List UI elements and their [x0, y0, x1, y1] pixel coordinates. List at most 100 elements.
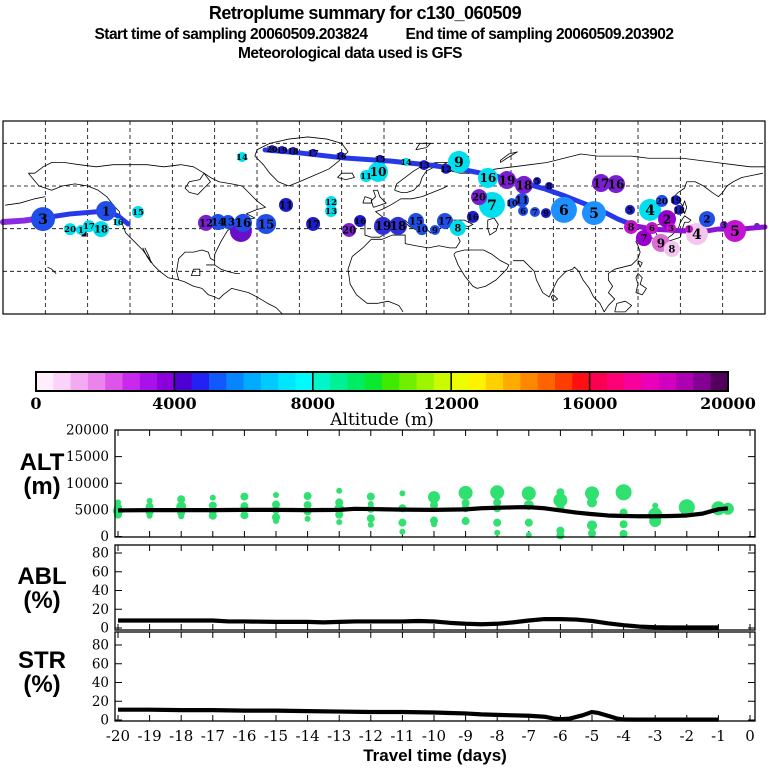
coastline [500, 151, 518, 163]
map-border [2, 120, 766, 315]
plume-cluster-circle [540, 208, 551, 219]
colorbar-cell [416, 372, 435, 391]
altitude-cluster-dot [366, 492, 375, 501]
plume-cluster-label: 4 [692, 227, 702, 243]
plume-cluster-label: 11 [515, 196, 529, 207]
plume-cluster-label: 6 [520, 207, 526, 217]
coastline [487, 217, 499, 236]
plume-cluster-circle [325, 195, 338, 208]
plume-cluster-circle [606, 175, 625, 194]
x-axis-tick-label: -8 [490, 727, 505, 745]
altitude-cluster-dot [619, 520, 628, 529]
y-tick-label: 5000 [75, 502, 109, 518]
plume-cluster-circle [342, 222, 357, 237]
coastline [362, 196, 372, 204]
plume-cluster-label: 12 [325, 198, 337, 208]
plume-cluster-label: 5 [534, 176, 540, 186]
mean-series-line [117, 505, 729, 519]
panel-border [114, 429, 756, 538]
x-axis-tick-label: -13 [327, 727, 351, 745]
altitude-cluster-dot [430, 501, 438, 510]
altitude-cluster-dot [619, 529, 628, 538]
plume-cluster-label: 9 [657, 236, 665, 250]
coastline [142, 247, 152, 264]
coastline [337, 172, 355, 180]
panel-border [114, 544, 756, 631]
plume-cluster-circle [288, 147, 297, 156]
colorbar-tick-label: 16000 [562, 394, 618, 413]
plume-cluster-circle [31, 207, 56, 232]
plume-cluster-circle [93, 221, 110, 238]
plume-cluster-circle [306, 216, 321, 231]
altitude-cluster-dot [114, 510, 122, 519]
altitude-cluster-dot [494, 529, 501, 536]
plume-cluster-circle [674, 204, 685, 215]
plume-cluster-circle [449, 220, 466, 237]
plume-cluster-circle [753, 222, 760, 229]
plume-cluster-label: 19 [499, 173, 516, 187]
coastline [513, 172, 763, 313]
altitude-cluster-dot [208, 511, 217, 520]
plume-cluster-circle [533, 177, 542, 186]
plume-cluster-circle [373, 216, 392, 235]
colorbar-cell [676, 372, 694, 391]
plume-cluster-label: 14 [236, 153, 248, 163]
plume-cluster-label: 12 [199, 219, 213, 230]
altitude-cluster-dot [588, 529, 596, 538]
coastline [347, 239, 404, 313]
panel-unit-label: (%) [23, 587, 60, 614]
x-axis-tick-label: -19 [138, 727, 162, 745]
plume-cluster-circle [466, 210, 479, 223]
altitude-cluster-dot [652, 502, 659, 509]
plume-cluster-circle [723, 220, 746, 243]
plume-cluster-circle [441, 163, 452, 174]
colorbar-cell [606, 372, 625, 391]
y-tick-label: 0 [100, 621, 109, 637]
x-axis-tick-label: -12 [359, 727, 383, 745]
plume-cluster-circle [415, 223, 428, 236]
start-time-text: Start time of sampling 20060509.203824 [94, 26, 368, 43]
plume-cluster-label: 16 [235, 216, 252, 230]
plume-cluster-circle [419, 160, 430, 171]
colorbar-cell [157, 372, 175, 391]
colorbar-cell [710, 372, 729, 391]
altitude-cluster-dot [399, 490, 406, 497]
plume-cluster-circle [234, 213, 253, 232]
colorbar-cell [624, 372, 642, 391]
altitude-cluster-dot [208, 501, 217, 510]
plume-cluster-label: 18 [390, 219, 407, 233]
plume-cluster-label: 17 [306, 220, 320, 231]
altitude-cluster-dot [493, 518, 502, 527]
altitude-cluster-dot [146, 497, 153, 504]
colorbar-cell [451, 372, 469, 391]
colorbar-tick-label: 12000 [423, 394, 479, 413]
plume-cluster-label: 15 [374, 154, 385, 164]
colorbar-border [35, 371, 729, 392]
y-tick-label: 10000 [66, 476, 109, 492]
plume-cluster-label: 20 [656, 197, 668, 207]
plume-cluster-label: 3 [668, 224, 674, 234]
panel-str: 0 20 40 60 80 STR(%) [18, 631, 756, 729]
plume-cluster-circle [655, 194, 668, 207]
plume-cluster-circle [82, 220, 95, 233]
plume-cluster-circle [132, 206, 145, 219]
colorbar-cell [330, 372, 348, 391]
plume-cluster-circle [430, 224, 441, 235]
altitude-cluster-dot [273, 518, 279, 525]
x-axis-tick-label: -20 [106, 727, 130, 745]
coastline [635, 273, 647, 296]
coastline [434, 153, 766, 174]
colorbar-tick-label: 4000 [152, 394, 197, 413]
panel-unit-label: (%) [23, 671, 60, 698]
plume-cluster-circle [337, 151, 346, 160]
plume-cluster-label: 13 [221, 218, 235, 229]
altitude-cluster-dot [336, 487, 343, 494]
colorbar-tick-label: 8000 [291, 394, 336, 413]
x-axis-tick-label: -16 [232, 727, 256, 745]
plume-cluster-label: 9 [543, 209, 549, 219]
mean-series-line [118, 616, 719, 630]
plume-cluster-label: 7 [532, 208, 538, 218]
coastline [190, 268, 201, 276]
altitude-cluster-dot [177, 495, 186, 504]
met-data-line: Meteorological data used is GFS [238, 45, 462, 62]
